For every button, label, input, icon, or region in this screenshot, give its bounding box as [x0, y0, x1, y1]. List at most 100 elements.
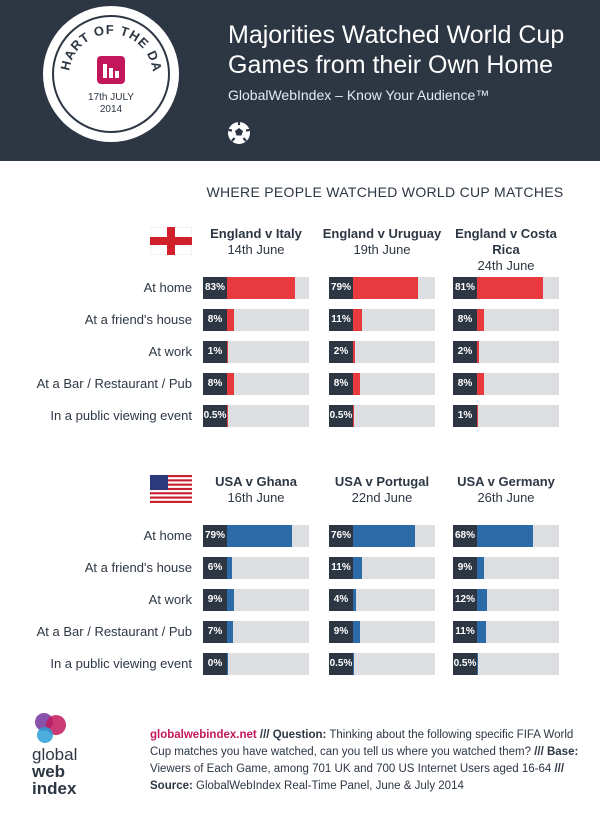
bar-track: 68% [453, 525, 559, 547]
bar-track: 6% [203, 557, 309, 579]
bar-track: 9% [329, 621, 435, 643]
bar-value-label: 0.5% [329, 653, 353, 675]
section-title: WHERE PEOPLE WATCHED WORLD CUP MATCHES [206, 184, 564, 200]
bar-value-label: 6% [203, 557, 227, 579]
bar-track: 0.5% [329, 653, 435, 675]
bar [477, 525, 533, 547]
bar [477, 309, 484, 331]
bar [477, 621, 487, 643]
bar [227, 653, 228, 675]
bar-track: 9% [203, 589, 309, 611]
bar-value-label: 11% [329, 309, 353, 331]
bar-track: 8% [203, 309, 309, 331]
bar-track: 8% [453, 309, 559, 331]
bar-value-label: 4% [329, 589, 353, 611]
bar [227, 589, 235, 611]
bar-value-label: 1% [203, 341, 227, 363]
header-banner: CHART OF THE DAY 17th JULY 2014 Majoriti… [0, 0, 600, 161]
column-header: England v Costa Rica 24th June [441, 226, 571, 274]
row-label: At work [148, 344, 192, 359]
bar-value-label: 11% [329, 557, 353, 579]
bar-value-label: 68% [453, 525, 477, 547]
bar [477, 373, 484, 395]
bar-value-label: 8% [203, 373, 227, 395]
title-line-1: Majorities Watched World Cup [228, 21, 565, 49]
row-label: At a Bar / Restaurant / Pub [36, 624, 192, 639]
bar-track: 2% [329, 341, 435, 363]
bar [477, 589, 487, 611]
footer-sep-3: /// [551, 763, 565, 775]
bar-track: 8% [203, 373, 309, 395]
bar [227, 525, 292, 547]
page-subtitle: GlobalWebIndex – Know Your Audience™ [228, 87, 490, 103]
football-icon [228, 122, 250, 144]
bar-track: 9% [453, 557, 559, 579]
bar-track: 0.5% [329, 405, 435, 427]
footer-source: GlobalWebIndex Real-Time Panel, June & J… [192, 780, 464, 792]
row-label: At work [148, 592, 192, 607]
bar-value-label: 12% [453, 589, 477, 611]
footer-sep-1: /// [256, 729, 273, 741]
bar [227, 341, 228, 363]
bar [353, 373, 360, 395]
chart-of-the-day-badge: CHART OF THE DAY 17th JULY 2014 [43, 6, 179, 142]
bar-track: 7% [203, 621, 309, 643]
match-name: England v Uruguay [322, 226, 442, 241]
bar [353, 589, 357, 611]
column-header: USA v Ghana 16th June [191, 474, 321, 506]
bar-value-label: 8% [453, 309, 477, 331]
footer-source-label: Source: [150, 780, 193, 792]
footer-sep-2: /// [531, 746, 547, 758]
bar-value-label: 0.5% [453, 653, 477, 675]
bar-track: 81% [453, 277, 559, 299]
bar-track: 0.5% [203, 405, 309, 427]
bar [477, 341, 479, 363]
match-name: USA v Ghana [215, 474, 297, 489]
bar [353, 653, 354, 675]
bar [353, 405, 354, 427]
globalwebindex-logo: global web index [31, 713, 77, 798]
bar [477, 557, 485, 579]
bar-value-label: 11% [453, 621, 477, 643]
bar-value-label: 83% [203, 277, 227, 299]
bar-track: 0% [203, 653, 309, 675]
badge-date: 17th JULY [88, 92, 134, 103]
footer-site-link[interactable]: globalwebindex.net [150, 729, 257, 741]
bar-track: 0.5% [453, 653, 559, 675]
bar-value-label: 1% [453, 405, 477, 427]
logo-text-global: global [32, 745, 77, 764]
match-date: 14th June [227, 242, 285, 257]
bar-track: 11% [329, 309, 435, 331]
bar-track: 8% [453, 373, 559, 395]
row-label: In a public viewing event [50, 408, 192, 423]
bar-track: 11% [329, 557, 435, 579]
bar-track: 83% [203, 277, 309, 299]
row-label: At home [143, 528, 192, 543]
bar-value-label: 2% [453, 341, 477, 363]
bar-track: 79% [329, 277, 435, 299]
bar [353, 277, 418, 299]
footer-base: Viewers of Each Game, among 701 UK and 7… [150, 763, 552, 775]
bar-track: 8% [329, 373, 435, 395]
badge-emblem: CHART OF THE DAY 17th JULY 2014 [43, 6, 170, 133]
bar-value-label: 8% [203, 309, 227, 331]
row-label: At a friend's house [84, 312, 192, 327]
bar [227, 309, 234, 331]
bar-track: 4% [329, 589, 435, 611]
row-label: At a Bar / Restaurant / Pub [36, 376, 192, 391]
bar-track: 1% [203, 341, 309, 363]
bar [227, 277, 296, 299]
bar-value-label: 9% [453, 557, 477, 579]
bar [353, 621, 361, 643]
match-date: 24th June [477, 258, 535, 273]
bar-track: 2% [453, 341, 559, 363]
bar-value-label: 2% [329, 341, 353, 363]
bar [477, 653, 478, 675]
bar-track: 11% [453, 621, 559, 643]
column-header: England v Uruguay 19th June [317, 226, 447, 258]
usa-flag-icon [150, 475, 192, 503]
column-header: USA v Portugal 22nd June [317, 474, 447, 506]
bar-value-label: 79% [203, 525, 227, 547]
match-name: USA v Germany [457, 474, 555, 489]
footer-base-label: Base: [546, 746, 579, 758]
